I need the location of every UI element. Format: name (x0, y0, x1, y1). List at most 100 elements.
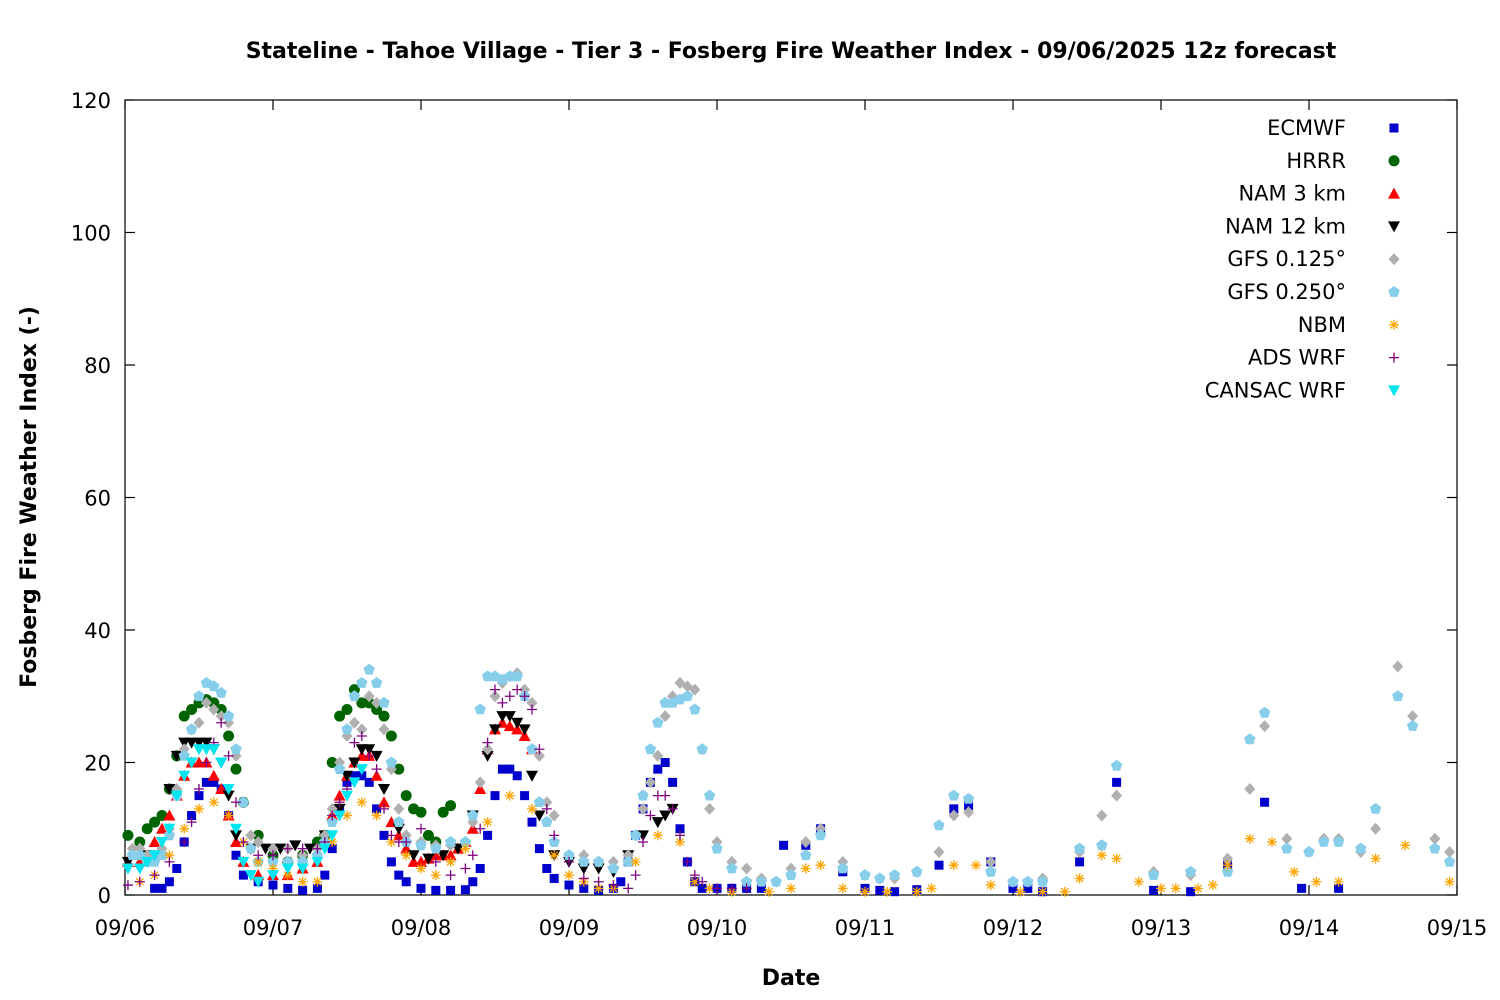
data-point (349, 771, 359, 781)
data-point (468, 877, 478, 887)
data-point (1222, 860, 1233, 871)
data-point (437, 806, 449, 818)
data-point (378, 723, 390, 736)
data-point (459, 836, 472, 847)
data-point (1184, 865, 1197, 877)
data-point (800, 863, 811, 874)
x-tick-label: 09/11 (835, 916, 896, 940)
legend-label: GFS 0.125° (1227, 247, 1346, 271)
data-point (379, 830, 389, 840)
data-point (1289, 866, 1300, 877)
data-point (564, 870, 574, 881)
data-point (548, 809, 560, 822)
data-point (637, 802, 649, 815)
data-point (327, 810, 338, 821)
data-point (1096, 839, 1108, 851)
data-point (1059, 886, 1070, 897)
data-point (296, 863, 309, 875)
data-point (230, 830, 242, 842)
data-point (223, 810, 234, 821)
data-point (393, 802, 405, 815)
data-point (1258, 706, 1271, 718)
x-axis-label: Date (762, 966, 821, 991)
data-point (327, 837, 338, 847)
legend-marker (1388, 253, 1400, 266)
data-point (607, 862, 620, 874)
data-point (200, 696, 212, 709)
data-point (252, 876, 265, 888)
data-point (208, 680, 220, 692)
data-point (985, 865, 997, 877)
data-point (274, 843, 287, 855)
data-point (1133, 876, 1144, 887)
data-point (164, 856, 175, 867)
data-point (312, 876, 323, 887)
data-point (268, 863, 278, 874)
data-point (1429, 832, 1441, 845)
data-point (489, 724, 501, 736)
data-point (667, 803, 678, 814)
data-point (401, 877, 411, 887)
data-point (312, 843, 323, 854)
data-point (490, 684, 500, 695)
data-point (474, 776, 486, 789)
data-point (393, 763, 405, 775)
data-point (201, 777, 211, 787)
data-point (237, 856, 250, 868)
data-point (1370, 822, 1382, 835)
data-point (393, 816, 405, 827)
data-point (281, 863, 294, 875)
data-point (363, 744, 376, 756)
data-point (253, 850, 264, 861)
data-point (172, 864, 182, 873)
data-point (985, 880, 996, 891)
data-point (948, 809, 960, 822)
data-point (534, 744, 545, 755)
data-point (164, 877, 174, 887)
data-point (578, 855, 590, 867)
data-point (163, 784, 176, 795)
data-point (511, 670, 523, 682)
data-point (1260, 797, 1270, 807)
data-point (1281, 842, 1293, 854)
data-point (1370, 853, 1381, 864)
data-point (527, 817, 537, 827)
data-point (179, 823, 190, 834)
data-point (481, 750, 494, 762)
data-point (875, 885, 885, 895)
x-tick-label: 09/15 (1427, 916, 1488, 940)
data-point (1015, 886, 1026, 897)
series-gfs-0-125- (126, 660, 1456, 888)
data-point (207, 744, 220, 756)
data-point (629, 829, 642, 841)
data-point (564, 880, 574, 890)
data-point (541, 816, 553, 827)
data-point (1244, 783, 1256, 795)
data-point (527, 803, 537, 814)
data-point (297, 843, 308, 854)
data-point (890, 887, 900, 897)
data-point (141, 823, 153, 835)
data-point (311, 856, 324, 868)
data-point (370, 769, 383, 781)
data-point (786, 883, 796, 894)
y-axis: 0 20 40 60 80 100 120 (71, 89, 1457, 908)
data-point (415, 806, 427, 818)
data-point (194, 803, 204, 814)
data-point (814, 829, 827, 841)
data-point (444, 836, 457, 847)
data-point (430, 856, 441, 867)
data-point (326, 830, 339, 842)
data-point (911, 886, 922, 897)
data-point (675, 830, 685, 841)
data-point (963, 806, 975, 819)
data-point (149, 816, 161, 828)
data-point (985, 855, 997, 868)
data-point (1303, 845, 1315, 857)
data-point (563, 849, 575, 861)
data-point (341, 723, 353, 735)
data-point (659, 810, 672, 822)
data-point (230, 836, 242, 847)
data-point (416, 883, 426, 893)
data-point (616, 877, 626, 887)
